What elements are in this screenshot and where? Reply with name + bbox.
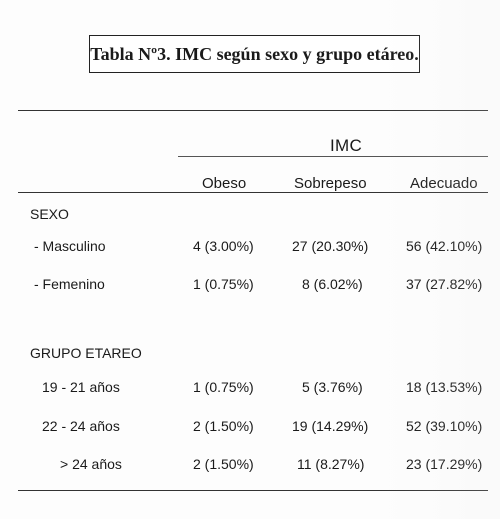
column-header-adecuado: Adecuado <box>410 175 478 192</box>
cell-femenino-obeso: 1 (0.75%) <box>193 276 254 292</box>
imc-header-underline <box>178 156 488 157</box>
cell-22-24-sobrepeso: 19 (14.29%) <box>292 418 369 434</box>
row-label-22-24: 22 - 24 años <box>42 418 120 434</box>
page-bleed-shadow <box>380 0 500 519</box>
column-header-obeso: Obeso <box>202 175 247 192</box>
cell-masculino-adecuado: 56 (42.10%) <box>406 238 483 254</box>
header-rule <box>18 192 488 193</box>
cell-gt-24-adecuado: 23 (17.29%) <box>406 456 483 472</box>
column-header-sobrepeso: Sobrepeso <box>294 175 367 192</box>
section-label-sexo: SEXO <box>30 206 69 222</box>
cell-femenino-sobrepeso: 8 (6.02%) <box>302 276 363 292</box>
cell-femenino-adecuado: 37 (27.82%) <box>406 276 483 292</box>
top-rule <box>18 110 488 111</box>
section-label-grupo-etareo: GRUPO ETAREO <box>30 345 142 361</box>
cell-masculino-sobrepeso: 27 (20.30%) <box>292 238 369 254</box>
row-label-gt-24: > 24 años <box>60 456 122 472</box>
cell-gt-24-sobrepeso: 11 (8.27%) <box>297 456 365 472</box>
row-label-femenino: - Femenino <box>34 276 105 292</box>
cell-22-24-adecuado: 52 (39.10%) <box>406 418 483 434</box>
imc-group-header: IMC <box>330 136 363 155</box>
cell-22-24-obeso: 2 (1.50%) <box>193 418 254 434</box>
cell-19-21-obeso: 1 (0.75%) <box>193 379 254 395</box>
table-title: Tabla Nº3. IMC según sexo y grupo etáreo… <box>89 35 420 73</box>
cell-masculino-obeso: 4 (3.00%) <box>193 238 254 254</box>
cell-19-21-adecuado: 18 (13.53%) <box>406 379 483 395</box>
bottom-rule <box>18 490 488 491</box>
row-label-masculino: - Masculino <box>34 238 106 254</box>
cell-19-21-sobrepeso: 5 (3.76%) <box>302 379 363 395</box>
row-label-19-21: 19 - 21 años <box>42 379 120 395</box>
cell-gt-24-obeso: 2 (1.50%) <box>193 456 254 472</box>
